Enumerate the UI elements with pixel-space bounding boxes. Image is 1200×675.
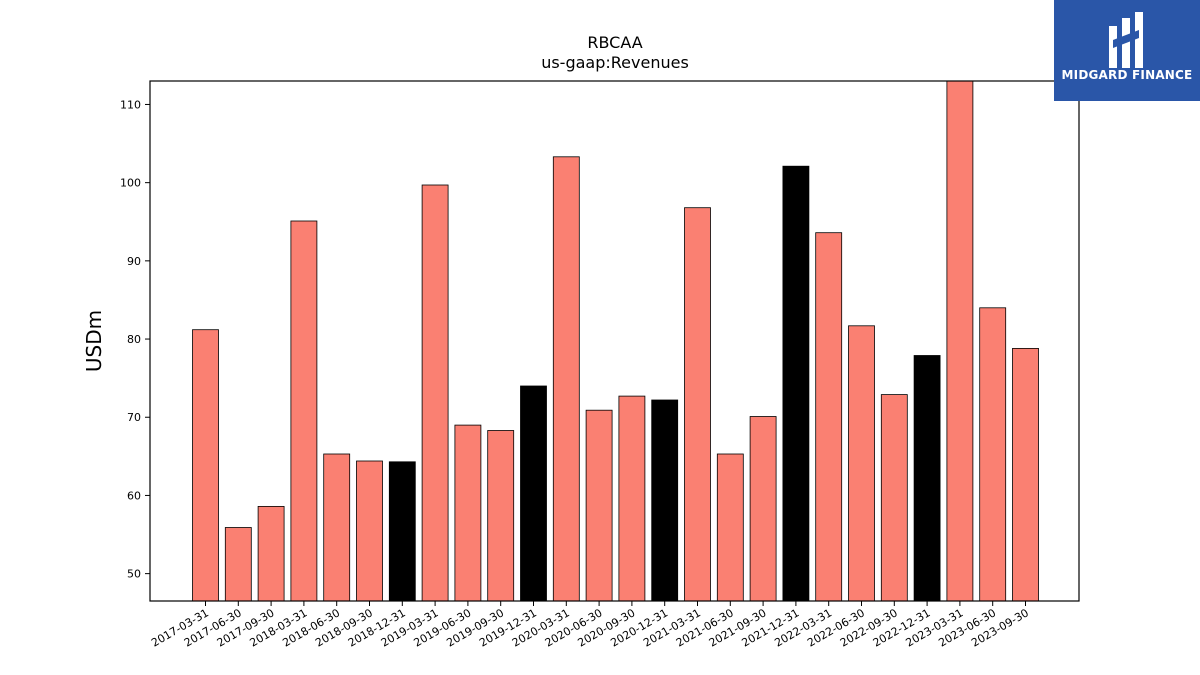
y-tick-label: 50 xyxy=(127,568,141,581)
y-tick-label: 60 xyxy=(127,489,141,502)
y-axis: 50 60 70 80 90 100 110 xyxy=(120,98,150,581)
bar-2022-06-30 xyxy=(848,325,875,602)
chart-title: RBCAA xyxy=(587,33,642,52)
plot-frame xyxy=(149,80,1080,602)
bar-2018-09-30 xyxy=(356,460,383,602)
brand-name: MIDGARD FINANCE xyxy=(1061,68,1193,82)
bar-2017-06-30 xyxy=(224,527,252,602)
brand-monogram-icon xyxy=(1109,12,1143,68)
brand-logo: MIDGARD FINANCE xyxy=(1054,0,1200,101)
y-axis-label: USDm xyxy=(82,310,106,372)
bar-2020-03-31 xyxy=(552,156,580,602)
bar-2021-12-31 xyxy=(782,165,810,602)
y-tick-label: 110 xyxy=(120,98,141,111)
bar-2021-06-30 xyxy=(716,453,744,602)
bar-2017-09-30 xyxy=(257,505,285,602)
bar-2023-09-30 xyxy=(1012,347,1039,602)
bars-group xyxy=(192,80,1039,602)
chart-subtitle: us-gaap:Revenues xyxy=(541,53,689,72)
bar-2018-06-30 xyxy=(323,453,351,602)
y-tick-label: 100 xyxy=(120,177,141,190)
bar-2020-09-30 xyxy=(618,395,646,602)
bar-2022-12-31 xyxy=(913,355,941,602)
bar-2019-03-31 xyxy=(421,184,449,602)
bar-2020-06-30 xyxy=(585,409,613,602)
y-tick-label: 70 xyxy=(127,411,141,424)
bar-2018-03-31 xyxy=(290,220,318,602)
bar-2017-03-31 xyxy=(192,329,219,602)
bar-2023-06-30 xyxy=(979,307,1007,602)
y-tick-label: 90 xyxy=(127,255,141,268)
bar-2022-09-30 xyxy=(880,394,908,602)
bar-2018-12-31 xyxy=(388,461,416,602)
bar-2021-03-31 xyxy=(684,207,711,602)
bar-2019-06-30 xyxy=(454,424,482,602)
bar-2023-03-31 xyxy=(946,80,974,602)
bar-2019-12-31 xyxy=(520,385,547,602)
bar-2020-12-31 xyxy=(651,399,679,602)
x-axis: 2017-03-312017-06-302017-09-302018-03-31… xyxy=(149,601,1031,650)
bar-2022-03-31 xyxy=(815,232,843,602)
y-tick-label: 80 xyxy=(127,333,141,346)
bar-2021-09-30 xyxy=(749,416,777,602)
bar-2019-09-30 xyxy=(487,430,515,602)
